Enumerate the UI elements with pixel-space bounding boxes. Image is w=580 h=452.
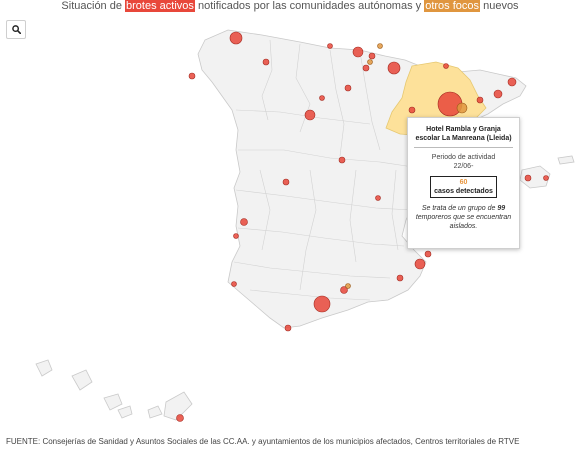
tooltip-divider xyxy=(414,147,513,148)
title-middle: notificados por las comunidades autónoma… xyxy=(194,0,425,12)
outbreak-marker[interactable] xyxy=(327,43,333,49)
menorca-island xyxy=(557,155,575,165)
active-outbreak-markers xyxy=(176,31,549,422)
tooltip-note-prefix: Se trata de un grupo de xyxy=(421,205,498,212)
title-prefix: Situación de xyxy=(61,0,126,12)
other-outbreak-marker[interactable] xyxy=(345,283,351,289)
outbreak-marker[interactable] xyxy=(524,174,532,182)
outbreak-marker[interactable] xyxy=(229,31,243,45)
mallorca-island xyxy=(519,165,551,189)
region-borders xyxy=(233,39,421,301)
outbreak-marker[interactable] xyxy=(408,106,416,114)
outbreak-marker[interactable] xyxy=(476,96,484,104)
outbreak-tooltip: Hotel Rambla y Granja escolar La Manrean… xyxy=(407,117,520,249)
tooltip-note-suffix: temporeros que se encuentran aislados. xyxy=(415,214,512,230)
outbreak-marker[interactable] xyxy=(319,95,325,101)
outbreak-marker[interactable] xyxy=(414,258,426,270)
title-active-highlight: brotes activos xyxy=(125,0,195,12)
outbreak-marker[interactable] xyxy=(375,195,381,201)
outbreak-marker[interactable] xyxy=(282,178,290,186)
outbreak-marker[interactable] xyxy=(352,46,364,58)
outbreak-marker[interactable] xyxy=(284,324,292,332)
tooltip-period-label: Periodo de actividad xyxy=(431,154,496,161)
outbreak-marker[interactable] xyxy=(313,295,331,313)
canary-island-4 xyxy=(117,405,133,419)
map-title: Situación de brotes activos notificados … xyxy=(0,0,580,12)
source-note: FUENTE: Consejerías de Sanidad y Asuntos… xyxy=(6,437,520,446)
title-suffix: nuevos xyxy=(480,0,519,12)
outbreak-marker[interactable] xyxy=(424,250,432,258)
other-outbreak-marker[interactable] xyxy=(367,59,373,65)
outbreak-marker[interactable] xyxy=(368,52,376,60)
outbreak-marker[interactable] xyxy=(493,89,503,99)
outbreak-marker[interactable] xyxy=(262,58,270,66)
canary-island-2 xyxy=(71,369,93,391)
search-icon xyxy=(11,25,21,34)
outbreak-marker[interactable] xyxy=(231,281,237,287)
canary-island-3 xyxy=(103,393,123,411)
outbreak-marker[interactable] xyxy=(396,274,404,282)
search-button[interactable] xyxy=(6,20,26,39)
title-other-highlight: otros focos xyxy=(424,0,481,12)
outbreak-marker[interactable] xyxy=(344,84,352,92)
outbreak-marker[interactable] xyxy=(507,77,517,87)
outbreak-marker[interactable] xyxy=(543,175,549,181)
outbreak-marker[interactable] xyxy=(443,63,449,69)
outbreak-marker[interactable] xyxy=(387,61,401,75)
outbreak-marker[interactable] xyxy=(176,414,184,422)
tooltip-cases-box: 60 casos detectados xyxy=(430,176,497,198)
tooltip-outbreak-name: Hotel Rambla y Granja escolar La Manrean… xyxy=(415,126,512,142)
outbreak-marker[interactable] xyxy=(188,72,196,80)
outbreak-marker[interactable] xyxy=(362,64,370,72)
outbreak-marker[interactable] xyxy=(304,109,316,121)
tooltip-cases-label: casos detectados xyxy=(434,188,493,195)
other-outbreak-markers xyxy=(345,43,468,289)
canary-island-6 xyxy=(163,391,193,421)
other-outbreak-marker[interactable] xyxy=(377,43,383,49)
outbreak-marker[interactable] xyxy=(340,286,348,294)
tooltip-note: Se trata de un grupo de 99 temporeros qu… xyxy=(414,204,513,231)
other-outbreak-marker[interactable] xyxy=(456,102,468,114)
outbreak-marker[interactable] xyxy=(240,218,248,226)
outbreak-marker[interactable] xyxy=(437,91,463,117)
tooltip-cases-value: 60 xyxy=(459,179,468,186)
canary-island-5 xyxy=(147,405,163,419)
tooltip-note-number: 99 xyxy=(497,205,506,212)
outbreak-marker[interactable] xyxy=(233,233,239,239)
tooltip-period-value: 22/06- xyxy=(453,163,474,170)
outbreak-marker[interactable] xyxy=(338,156,346,164)
canary-island-1 xyxy=(35,359,53,377)
